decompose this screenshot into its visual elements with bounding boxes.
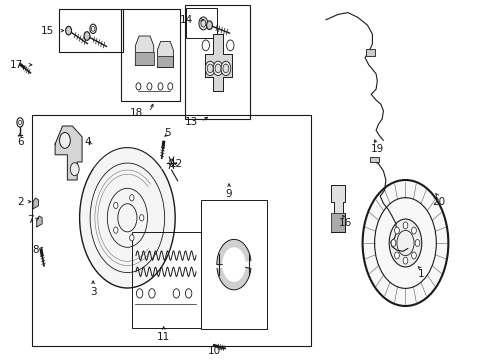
Bar (185, 5, 250, 119)
Circle shape (403, 222, 408, 229)
Bar (32, 115, 311, 346)
Circle shape (79, 148, 175, 288)
Text: 15: 15 (41, 26, 54, 36)
Text: 6: 6 (17, 137, 24, 147)
Circle shape (412, 252, 416, 259)
Bar (367, 49, 375, 56)
Circle shape (114, 227, 118, 233)
Circle shape (213, 61, 223, 76)
Polygon shape (217, 267, 251, 290)
Polygon shape (157, 41, 173, 67)
Text: 11: 11 (157, 332, 171, 342)
Polygon shape (33, 198, 38, 209)
Text: 3: 3 (90, 287, 97, 297)
Text: 1: 1 (418, 269, 425, 279)
Text: 7: 7 (27, 215, 33, 225)
Circle shape (394, 252, 399, 259)
Text: 4: 4 (85, 137, 92, 147)
Polygon shape (217, 239, 251, 265)
Polygon shape (157, 56, 173, 67)
Bar (59, 9, 122, 52)
Circle shape (207, 64, 213, 73)
Polygon shape (37, 216, 42, 227)
Circle shape (130, 235, 134, 241)
Circle shape (130, 195, 134, 201)
Circle shape (205, 61, 215, 76)
Circle shape (84, 32, 90, 40)
Bar (370, 157, 378, 162)
Circle shape (223, 64, 229, 73)
Circle shape (66, 26, 72, 35)
Circle shape (114, 202, 118, 208)
Polygon shape (55, 126, 82, 180)
Text: 19: 19 (370, 144, 384, 154)
Circle shape (394, 227, 399, 234)
Text: 12: 12 (170, 159, 183, 169)
Text: 20: 20 (432, 197, 445, 207)
Circle shape (140, 215, 144, 221)
Text: 5: 5 (165, 128, 171, 138)
Bar (186, 8, 217, 38)
Circle shape (59, 132, 71, 148)
Circle shape (199, 17, 208, 30)
Circle shape (221, 61, 231, 76)
Circle shape (391, 239, 396, 247)
Bar (132, 232, 201, 328)
Circle shape (412, 227, 416, 234)
Circle shape (363, 180, 448, 306)
Polygon shape (331, 213, 345, 232)
Text: 8: 8 (32, 245, 39, 255)
Polygon shape (135, 36, 154, 65)
Text: 10: 10 (208, 346, 221, 356)
Polygon shape (331, 185, 345, 232)
Bar (122, 9, 180, 101)
Bar (201, 200, 267, 329)
Circle shape (415, 239, 420, 247)
Polygon shape (135, 52, 154, 65)
Text: 14: 14 (180, 15, 194, 25)
Text: 13: 13 (184, 117, 198, 127)
Circle shape (403, 257, 408, 264)
Circle shape (71, 163, 79, 176)
Polygon shape (205, 34, 232, 91)
Circle shape (207, 21, 213, 30)
Text: 18: 18 (129, 108, 143, 118)
Text: 16: 16 (339, 218, 352, 228)
Circle shape (215, 64, 221, 73)
Text: 17: 17 (10, 60, 24, 70)
Text: 9: 9 (226, 189, 232, 199)
Circle shape (389, 219, 422, 267)
Text: 2: 2 (18, 197, 24, 207)
